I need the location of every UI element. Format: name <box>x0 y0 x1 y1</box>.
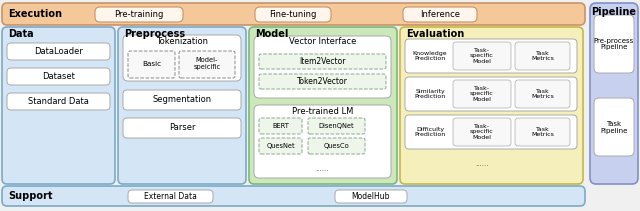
FancyBboxPatch shape <box>95 7 183 22</box>
Text: DataLoader: DataLoader <box>34 47 83 56</box>
Text: Pre-process
Pipeline: Pre-process Pipeline <box>594 38 634 50</box>
Text: Data: Data <box>8 29 34 39</box>
FancyBboxPatch shape <box>453 42 511 70</box>
FancyBboxPatch shape <box>259 54 386 69</box>
Text: Parser: Parser <box>169 123 195 133</box>
Text: ......: ...... <box>476 161 489 167</box>
FancyBboxPatch shape <box>249 27 397 184</box>
Text: Fine-tuning: Fine-tuning <box>269 10 317 19</box>
Text: QuesCo: QuesCo <box>324 143 349 149</box>
Text: Task-
specific
Model: Task- specific Model <box>470 86 494 102</box>
FancyBboxPatch shape <box>123 35 241 81</box>
Text: Dataset: Dataset <box>42 72 75 81</box>
FancyBboxPatch shape <box>515 80 570 108</box>
Text: Task-
specific
Model: Task- specific Model <box>470 124 494 140</box>
FancyBboxPatch shape <box>405 115 577 149</box>
FancyBboxPatch shape <box>515 118 570 146</box>
Text: Similarity
Prediction: Similarity Prediction <box>414 89 445 99</box>
FancyBboxPatch shape <box>405 77 577 111</box>
Text: Token2Vector: Token2Vector <box>297 77 348 86</box>
FancyBboxPatch shape <box>259 118 302 134</box>
FancyBboxPatch shape <box>308 118 365 134</box>
Text: Evaluation: Evaluation <box>406 29 464 39</box>
FancyBboxPatch shape <box>128 51 175 78</box>
FancyBboxPatch shape <box>254 36 391 98</box>
FancyBboxPatch shape <box>2 3 585 25</box>
Text: BERT: BERT <box>272 123 289 129</box>
Text: Tokenization: Tokenization <box>156 37 208 46</box>
Text: Support: Support <box>8 191 52 201</box>
Text: QuesNet: QuesNet <box>266 143 295 149</box>
Text: Item2Vector: Item2Vector <box>300 57 346 66</box>
Text: Execution: Execution <box>8 9 62 19</box>
FancyBboxPatch shape <box>590 3 638 184</box>
FancyBboxPatch shape <box>7 68 110 85</box>
Text: Pre-trained LM: Pre-trained LM <box>292 107 353 115</box>
Text: Inference: Inference <box>420 10 460 19</box>
FancyBboxPatch shape <box>123 90 241 110</box>
FancyBboxPatch shape <box>335 190 407 203</box>
FancyBboxPatch shape <box>255 7 331 22</box>
Text: Segmentation: Segmentation <box>152 96 212 104</box>
Text: Task
Metrics: Task Metrics <box>531 51 554 61</box>
Text: Knowledge
Prediction: Knowledge Prediction <box>413 51 447 61</box>
FancyBboxPatch shape <box>2 27 115 184</box>
Text: ......: ...... <box>316 166 329 172</box>
FancyBboxPatch shape <box>259 138 302 154</box>
Text: Model: Model <box>255 29 289 39</box>
FancyBboxPatch shape <box>179 51 235 78</box>
Text: Difficulty
Prediction: Difficulty Prediction <box>414 127 445 137</box>
FancyBboxPatch shape <box>7 93 110 110</box>
FancyBboxPatch shape <box>123 118 241 138</box>
FancyBboxPatch shape <box>118 27 246 184</box>
FancyBboxPatch shape <box>405 39 577 73</box>
Text: Model-
speicific: Model- speicific <box>193 58 221 70</box>
FancyBboxPatch shape <box>259 74 386 89</box>
Text: ModelHub: ModelHub <box>352 192 390 201</box>
Text: Task
Metrics: Task Metrics <box>531 89 554 99</box>
FancyBboxPatch shape <box>254 105 391 178</box>
Text: Vector Interface: Vector Interface <box>289 38 356 46</box>
Text: Task
Metrics: Task Metrics <box>531 127 554 137</box>
Text: Pre-training: Pre-training <box>115 10 164 19</box>
Text: Basic: Basic <box>142 61 161 68</box>
FancyBboxPatch shape <box>2 186 585 206</box>
FancyBboxPatch shape <box>308 138 365 154</box>
Text: External Data: External Data <box>144 192 197 201</box>
FancyBboxPatch shape <box>594 98 634 156</box>
FancyBboxPatch shape <box>594 15 634 73</box>
Text: Standard Data: Standard Data <box>28 97 89 106</box>
Text: Preprocess: Preprocess <box>124 29 185 39</box>
Text: Pipeline: Pipeline <box>591 7 637 17</box>
Text: Task
Pipeline: Task Pipeline <box>600 120 628 134</box>
FancyBboxPatch shape <box>403 7 477 22</box>
FancyBboxPatch shape <box>453 118 511 146</box>
FancyBboxPatch shape <box>400 27 583 184</box>
FancyBboxPatch shape <box>128 190 213 203</box>
FancyBboxPatch shape <box>7 43 110 60</box>
Text: DisenQNet: DisenQNet <box>319 123 355 129</box>
FancyBboxPatch shape <box>515 42 570 70</box>
Text: Task-
specific
Model: Task- specific Model <box>470 48 494 64</box>
FancyBboxPatch shape <box>453 80 511 108</box>
